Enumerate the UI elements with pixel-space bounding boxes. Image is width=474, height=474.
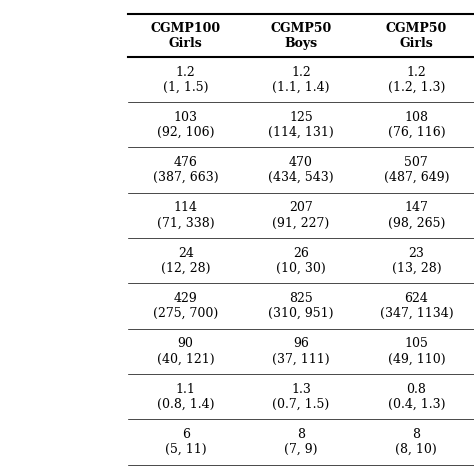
Text: 470
(434, 543): 470 (434, 543) [268, 156, 334, 184]
Text: 1.2
(1.2, 1.3): 1.2 (1.2, 1.3) [388, 65, 445, 93]
Text: 103
(92, 106): 103 (92, 106) [157, 111, 214, 139]
Text: 507
(487, 649): 507 (487, 649) [383, 156, 449, 184]
Text: 125
(114, 131): 125 (114, 131) [268, 111, 334, 139]
Text: 624
(347, 1134): 624 (347, 1134) [380, 292, 453, 320]
Text: 96
(37, 111): 96 (37, 111) [272, 337, 330, 365]
Text: CGMP50
Boys: CGMP50 Boys [270, 21, 332, 50]
Text: 1.2
(1.1, 1.4): 1.2 (1.1, 1.4) [272, 65, 330, 93]
Text: 1.2
(1, 1.5): 1.2 (1, 1.5) [163, 65, 209, 93]
Text: 429
(275, 700): 429 (275, 700) [153, 292, 218, 320]
Text: 26
(10, 30): 26 (10, 30) [276, 246, 326, 275]
Text: CGMP100
Girls: CGMP100 Girls [151, 21, 221, 50]
Text: CGMP50
Girls: CGMP50 Girls [386, 21, 447, 50]
Text: 207
(91, 227): 207 (91, 227) [273, 201, 329, 229]
Text: 1.3
(0.7, 1.5): 1.3 (0.7, 1.5) [273, 383, 329, 410]
Text: 6
(5, 11): 6 (5, 11) [165, 428, 207, 456]
Text: 105
(49, 110): 105 (49, 110) [388, 337, 445, 365]
Text: 114
(71, 338): 114 (71, 338) [157, 201, 214, 229]
Text: 24
(12, 28): 24 (12, 28) [161, 246, 210, 275]
Text: 476
(387, 663): 476 (387, 663) [153, 156, 219, 184]
Text: 90
(40, 121): 90 (40, 121) [157, 337, 214, 365]
Text: 23
(13, 28): 23 (13, 28) [392, 246, 441, 275]
Text: 147
(98, 265): 147 (98, 265) [388, 201, 445, 229]
Text: 0.8
(0.4, 1.3): 0.8 (0.4, 1.3) [388, 383, 445, 410]
Text: 108
(76, 116): 108 (76, 116) [388, 111, 445, 139]
Text: 8
(8, 10): 8 (8, 10) [395, 428, 437, 456]
Text: 8
(7, 9): 8 (7, 9) [284, 428, 318, 456]
Text: 1.1
(0.8, 1.4): 1.1 (0.8, 1.4) [157, 383, 214, 410]
Text: 825
(310, 951): 825 (310, 951) [268, 292, 334, 320]
